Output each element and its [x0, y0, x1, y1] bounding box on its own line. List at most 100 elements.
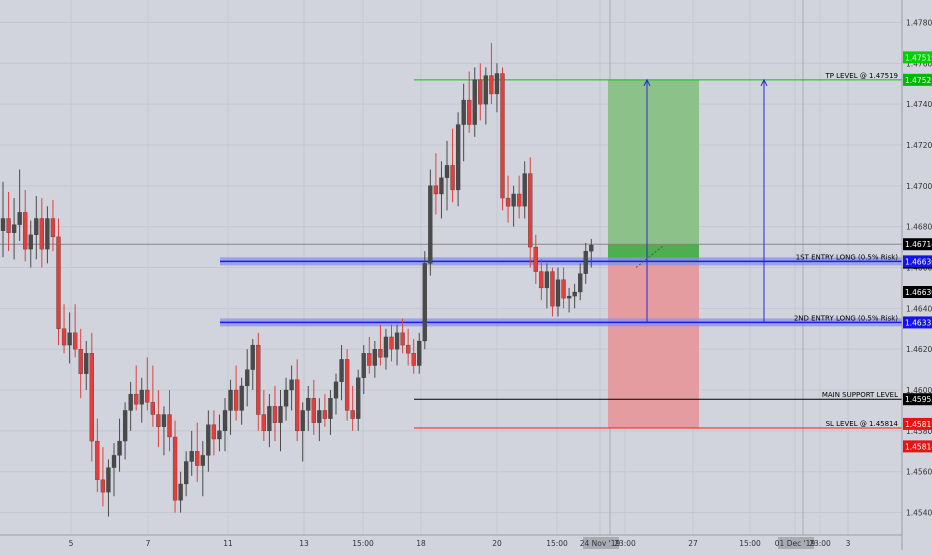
time-tick-label: 24 Nov '19 — [580, 539, 621, 548]
candle-body — [461, 99, 466, 125]
candle-body — [95, 440, 100, 481]
candle-body — [317, 410, 322, 423]
time-tick-label: 3 — [846, 539, 851, 548]
candle-body — [183, 461, 189, 485]
grid-lines — [0, 0, 902, 535]
sl-badge-top-bg — [903, 417, 932, 430]
candle-body — [450, 165, 455, 191]
candle-body — [17, 212, 22, 225]
candle-body — [34, 218, 39, 235]
time-tick-label: 15:00 — [739, 539, 761, 548]
time-tick-label: 13 — [299, 539, 309, 548]
trend-dashed-line — [635, 244, 665, 268]
candle-body — [150, 402, 156, 415]
candle-body — [544, 271, 550, 289]
sl-label: SL LEVEL @ 1.45814 — [826, 420, 899, 428]
candle-body — [139, 389, 144, 405]
sl-badge: 1.45814 — [905, 442, 932, 451]
level-labels: TP LEVEL @ 1.47519 1ST ENTRY LONG (0.5% R… — [794, 72, 899, 428]
price-tick-label: 1.45600 — [906, 468, 932, 477]
price-tick-label: 1.45400 — [906, 509, 932, 518]
candle-body — [289, 379, 294, 391]
candle-body — [439, 177, 444, 195]
candle-body — [217, 430, 222, 440]
candle-body — [78, 349, 83, 374]
candle-body — [128, 393, 133, 411]
candle-body — [500, 73, 505, 199]
price-tick-label: 1.46800 — [906, 223, 932, 232]
arrow-entry-2-head — [760, 78, 768, 87]
candle-body — [0, 218, 6, 231]
time-tick-label: 7 — [146, 539, 151, 548]
candle-body — [261, 414, 267, 432]
candle-body — [306, 398, 311, 411]
candle-body — [89, 353, 94, 442]
candle-body — [6, 218, 11, 233]
candle-body — [294, 379, 300, 432]
entry2-label: 2ND ENTRY LONG (0.5% Risk) — [794, 314, 898, 322]
candle-body — [467, 99, 472, 125]
candle-body — [344, 359, 350, 411]
current-price-badge: 1.46714 — [905, 240, 932, 249]
candle-body — [367, 353, 372, 366]
position-zones — [608, 79, 699, 428]
candle-body — [100, 479, 106, 493]
candle-body — [333, 381, 339, 399]
price-tick-label: 1.47200 — [906, 141, 932, 150]
entry2-badge-bg — [903, 316, 932, 329]
candle-body — [472, 79, 477, 125]
price-tick-label: 1.46000 — [906, 386, 932, 395]
support-label: MAIN SUPPORT LEVEL — [822, 391, 898, 399]
candle-body — [11, 224, 17, 233]
open-profit-zone — [608, 244, 699, 262]
candle-body — [328, 398, 333, 419]
candle-body — [189, 451, 194, 462]
time-tick-label: 23:00 — [614, 539, 636, 548]
time-tick-label: 20 — [492, 539, 502, 548]
stop-loss-zone — [608, 261, 699, 428]
time-label-box — [778, 537, 814, 549]
candle-body — [433, 185, 439, 195]
candle-body — [533, 246, 538, 272]
candle-body — [222, 410, 228, 432]
candle-body — [56, 236, 61, 329]
candle-body — [161, 414, 167, 427]
candle-body — [389, 336, 394, 350]
support-badge: 1.45955 — [905, 395, 932, 404]
price-tick-label: 1.46400 — [906, 304, 932, 313]
candle-body — [311, 398, 316, 423]
tp-label: TP LEVEL @ 1.47519 — [824, 72, 898, 80]
tp-badge-bg — [903, 73, 932, 86]
candle-body — [589, 244, 594, 252]
candle-body — [378, 349, 383, 358]
candle-body — [572, 291, 577, 297]
candle-body — [156, 414, 161, 427]
price-tick-label: 1.47600 — [906, 59, 932, 68]
candle-body — [233, 389, 239, 411]
candle-body — [300, 410, 305, 432]
price-tick-label: 1.45800 — [906, 427, 932, 436]
last-price-badge-bg — [903, 286, 932, 299]
candle-body — [278, 406, 283, 423]
candle-body — [356, 377, 361, 419]
candle-body — [256, 344, 261, 415]
candle-body — [250, 344, 255, 370]
time-tick-label: 23:00 — [809, 539, 831, 548]
price-axis[interactable]: 1.45400 1.45600 1.45800 1.46000 1.46200 1.464… — [901, 0, 932, 550]
candle-body — [417, 340, 422, 366]
candle-body — [555, 279, 561, 307]
candle-body — [211, 424, 217, 440]
candle-body — [245, 369, 250, 387]
measure-arrows — [635, 78, 768, 323]
time-tick-label: 01 Dec '19 — [775, 539, 816, 548]
candle-body — [372, 349, 378, 366]
candle-body — [566, 295, 572, 299]
time-tick-label: 11 — [223, 539, 233, 548]
candle-body — [528, 173, 533, 248]
